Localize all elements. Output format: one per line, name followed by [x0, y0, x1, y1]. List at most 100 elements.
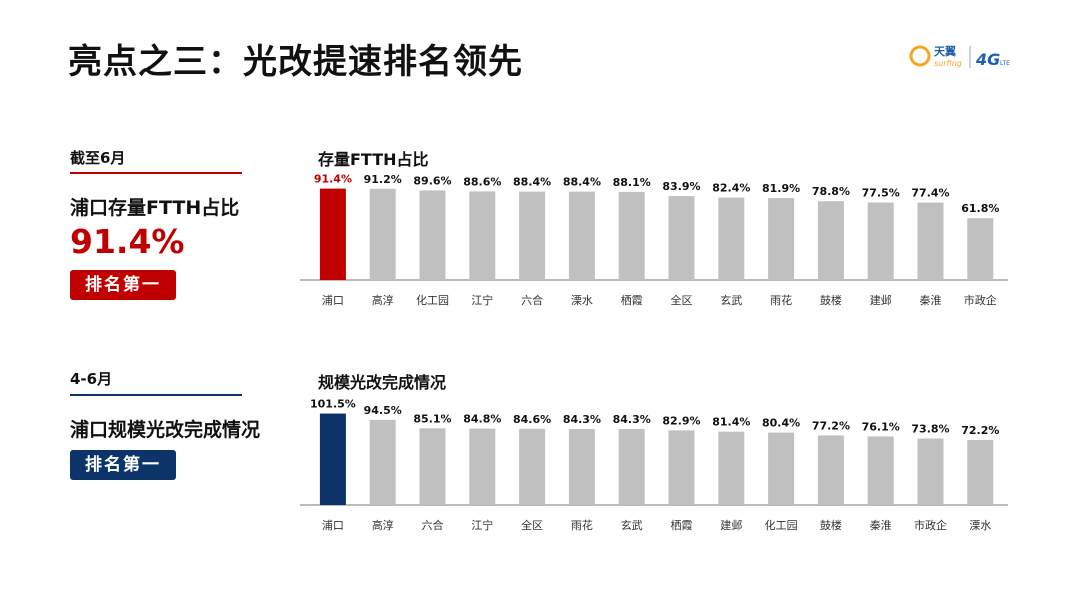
category-label-4: 六合: [521, 293, 543, 307]
data-label-5: 88.4%: [563, 176, 601, 189]
bar-11: [867, 436, 894, 505]
data-label-9: 80.4%: [762, 417, 800, 430]
category-label-3: 江宁: [471, 293, 493, 307]
bar-10: [817, 435, 844, 505]
ftth-share-chart: 91.4% 浦口 91.2% 高淳 89.6% 化工园 88.6% 江宁 88.4% 六合 88.4…: [300, 173, 1008, 307]
data-label-8: 82.4%: [712, 182, 750, 195]
data-label-3: 88.6%: [463, 175, 501, 188]
bar-7: [668, 196, 695, 280]
section1-period: 截至6月: [70, 149, 126, 167]
slide-title: 亮点之三：光改提速排名领先: [68, 42, 523, 82]
section1-divider: [70, 172, 242, 174]
category-label-8: 玄武: [720, 293, 742, 307]
section2-heading: 浦口规模光改完成情况: [70, 419, 261, 441]
bar-11: [867, 202, 894, 280]
fiber-upgrade-chart: 101.5% 浦口 94.5% 高淳 85.1% 六合 84.8% 江宁 84.6% 全区 84.3…: [300, 398, 1008, 532]
data-label-2: 85.1%: [413, 412, 451, 425]
category-label-4: 全区: [521, 518, 543, 532]
category-label-10: 鼓楼: [820, 518, 842, 532]
data-label-9: 81.9%: [762, 182, 800, 195]
data-label-10: 77.2%: [812, 419, 850, 432]
category-label-9: 化工园: [765, 518, 798, 532]
section2-rank-badge: 排名第一: [70, 450, 176, 480]
data-label-13: 61.8%: [961, 202, 999, 215]
data-label-8: 81.4%: [712, 416, 750, 429]
logo-brand-cn: 天翼: [934, 45, 956, 58]
data-label-6: 84.3%: [613, 413, 651, 426]
category-label-11: 秦淮: [870, 518, 892, 532]
category-label-13: 溧水: [969, 518, 991, 532]
bar-13: [967, 218, 994, 280]
tianyi-swirl-icon: [909, 45, 931, 67]
bar-6: [618, 429, 645, 505]
bar-4: [519, 428, 546, 505]
bar-8: [718, 197, 745, 280]
chart1-title: 存量FTTH占比: [318, 150, 429, 169]
data-label-12: 73.8%: [911, 423, 949, 436]
data-label-10: 78.8%: [812, 185, 850, 198]
data-label-1: 94.5%: [364, 404, 402, 417]
category-label-7: 全区: [671, 293, 693, 307]
category-label-1: 高淳: [372, 518, 394, 532]
category-label-13: 市政企: [964, 293, 997, 307]
section1-rank-badge: 排名第一: [70, 270, 176, 300]
data-label-11: 77.5%: [862, 187, 900, 200]
category-label-9: 雨花: [770, 294, 792, 307]
bar-7: [668, 430, 695, 505]
bar-13: [967, 439, 994, 505]
logo-brand-en: surfing: [934, 59, 962, 68]
category-label-3: 江宁: [471, 518, 493, 532]
data-label-6: 88.1%: [613, 176, 651, 189]
bar-2: [419, 190, 446, 280]
category-label-10: 鼓楼: [820, 293, 842, 307]
tianyi-4g-logo: 天翼 surfing 4G LTE: [909, 45, 1010, 69]
data-label-1: 91.2%: [364, 173, 402, 186]
bar-3: [469, 428, 496, 505]
chart2-title: 规模光改完成情况: [318, 373, 447, 392]
data-label-0: 91.4%: [314, 173, 352, 186]
bar-8: [718, 431, 745, 505]
bar-0: [319, 188, 346, 280]
category-label-12: 秦淮: [920, 293, 942, 307]
category-label-0: 浦口: [322, 294, 344, 307]
data-label-0: 101.5%: [310, 398, 356, 411]
bar-1: [369, 188, 396, 280]
bar-9: [768, 432, 795, 505]
section2-period: 4-6月: [70, 370, 113, 388]
data-label-4: 84.6%: [513, 413, 551, 426]
category-label-7: 栖霞: [671, 518, 693, 532]
category-label-5: 雨花: [571, 519, 593, 532]
category-label-6: 玄武: [621, 518, 643, 532]
category-label-0: 浦口: [322, 519, 344, 532]
bar-5: [568, 191, 595, 280]
category-label-8: 建邺: [720, 518, 742, 532]
bar-6: [618, 191, 645, 280]
bar-12: [917, 438, 944, 505]
bar-0: [319, 413, 346, 505]
data-label-13: 72.2%: [961, 424, 999, 437]
bar-5: [568, 429, 595, 505]
bar-3: [469, 191, 496, 280]
logo-network: 4G: [975, 50, 1000, 69]
data-label-3: 84.8%: [463, 413, 501, 426]
category-label-11: 建邺: [870, 293, 892, 307]
bar-12: [917, 202, 944, 280]
bar-2: [419, 428, 446, 505]
category-label-2: 六合: [422, 518, 444, 532]
section2-divider: [70, 394, 242, 396]
section1-big-value: 91.4%: [70, 222, 185, 261]
data-label-12: 77.4%: [911, 187, 949, 200]
bar-9: [768, 198, 795, 280]
data-label-7: 82.9%: [662, 414, 700, 427]
category-label-2: 化工园: [416, 293, 449, 307]
category-label-12: 市政企: [914, 518, 947, 532]
bar-1: [369, 419, 396, 505]
bar-4: [519, 191, 546, 280]
section1-heading: 浦口存量FTTH占比: [70, 197, 240, 219]
data-label-7: 83.9%: [662, 180, 700, 193]
bar-10: [817, 201, 844, 280]
category-label-5: 溧水: [571, 293, 593, 307]
category-label-1: 高淳: [372, 293, 394, 307]
category-label-6: 栖霞: [621, 293, 643, 307]
data-label-4: 88.4%: [513, 176, 551, 189]
